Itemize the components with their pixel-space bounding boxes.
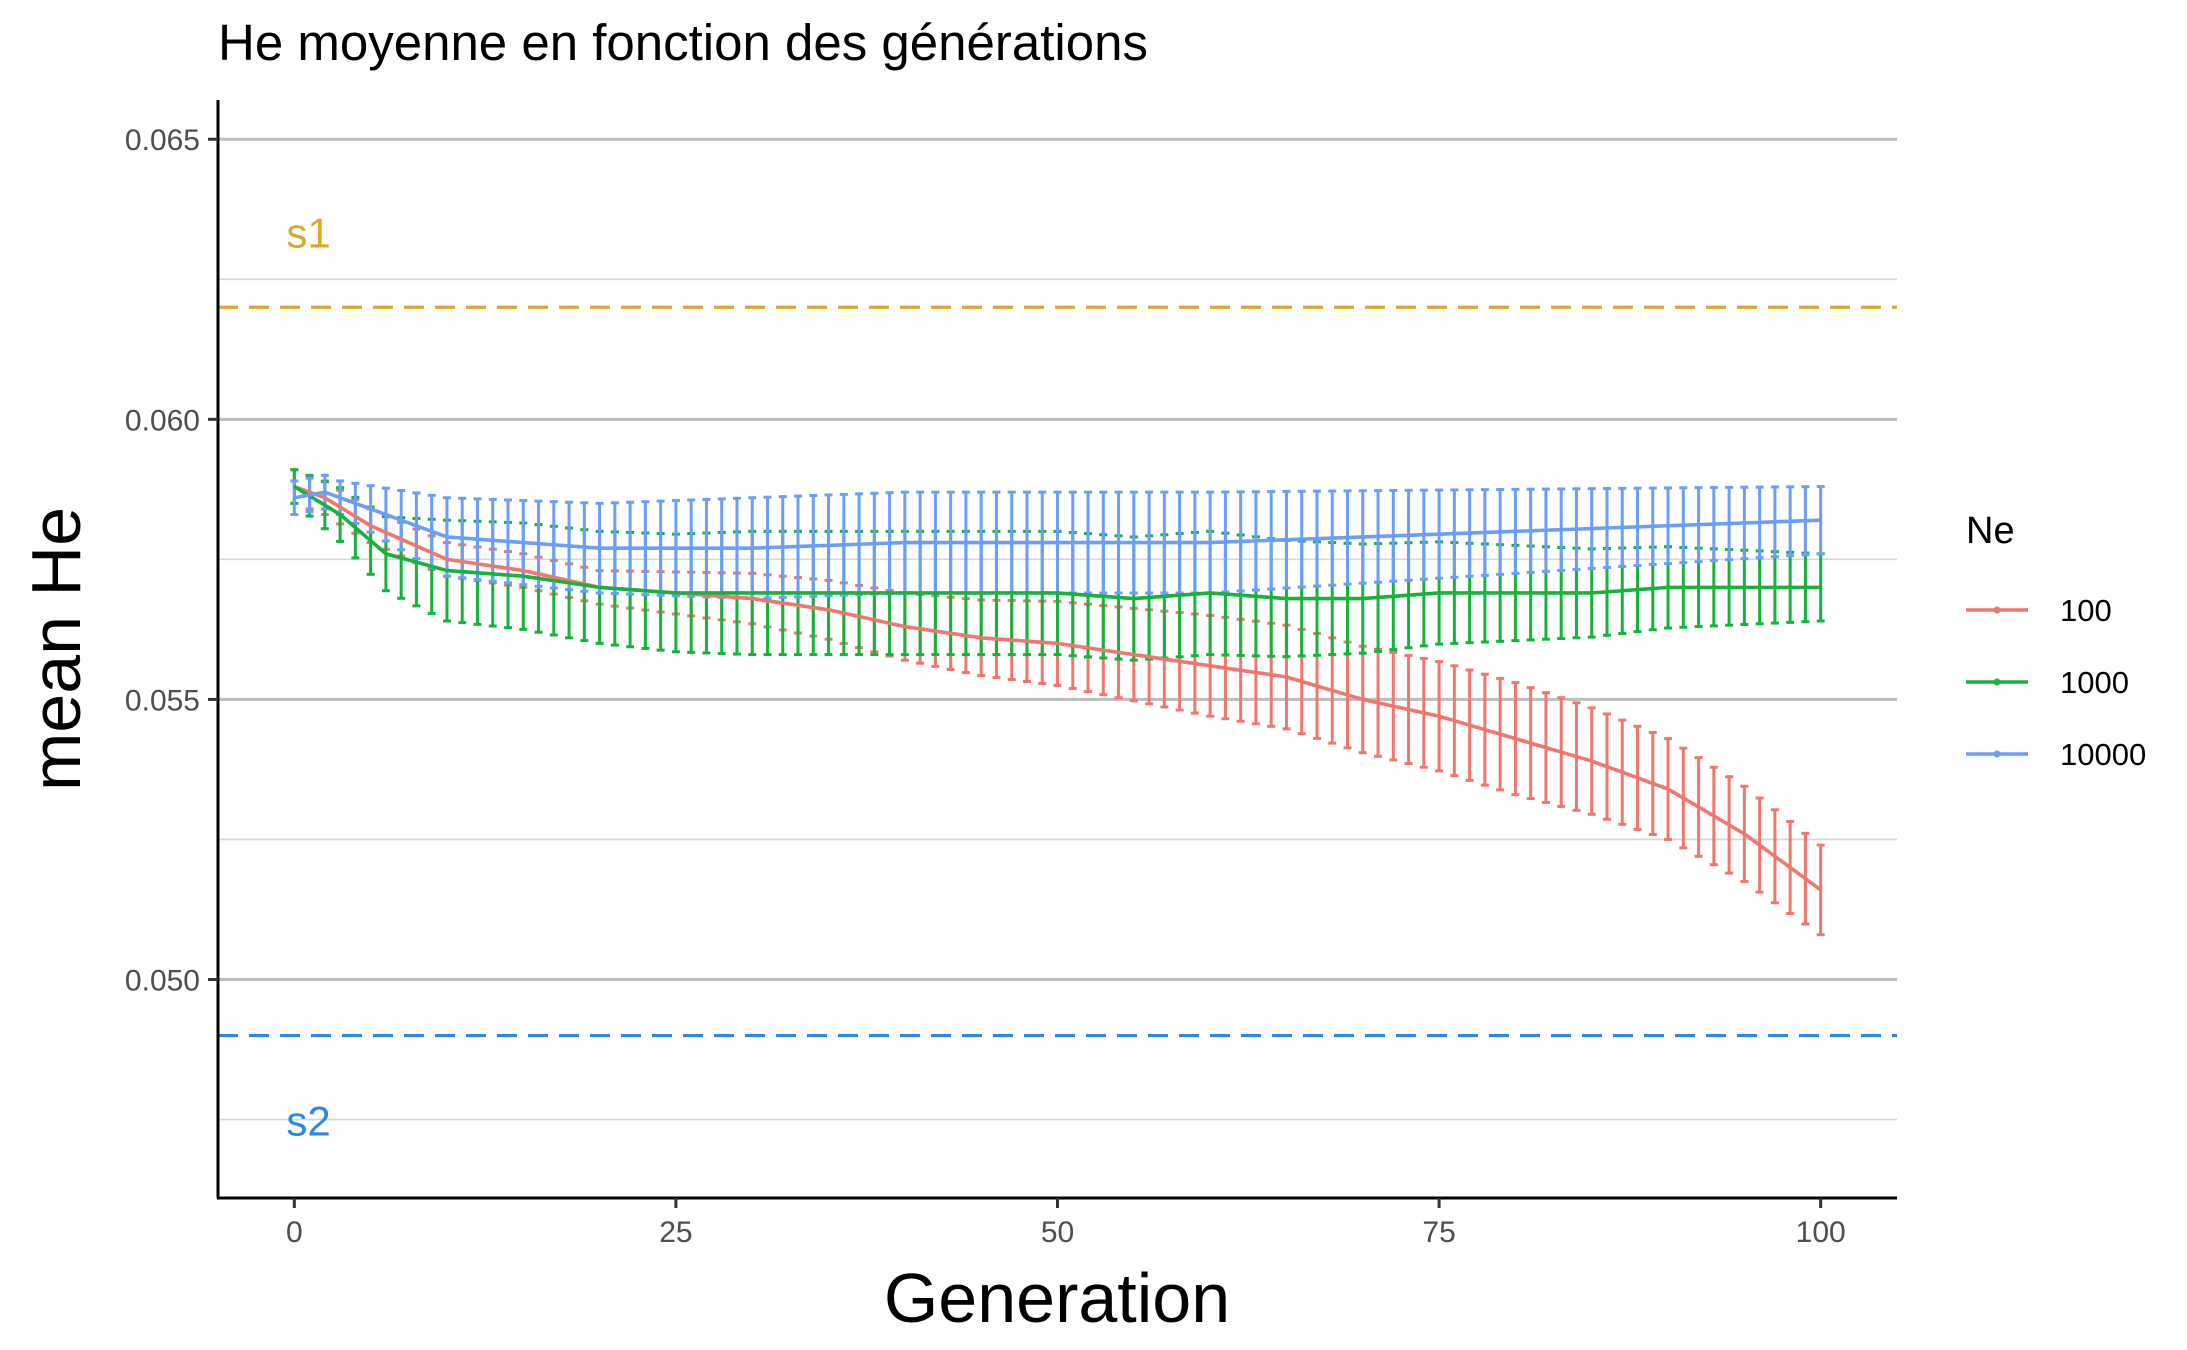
series-line-100 (293, 484, 1822, 892)
legend-swatch-point (1993, 750, 2001, 758)
annotations: s1 s2 (286, 209, 330, 1144)
legend-item-10000: 10000 (1966, 737, 2146, 772)
legend: Ne 100 1000 10000 (1966, 510, 2146, 772)
legend-label: 100 (2060, 593, 2112, 628)
y-tick-label: 0.065 (125, 124, 200, 157)
y-tick-label: 0.060 (125, 404, 200, 437)
legend-swatch-point (1993, 678, 2001, 686)
x-tick-label: 0 (286, 1216, 303, 1249)
annotation-s1: s1 (286, 209, 330, 256)
x-tick-label: 25 (659, 1216, 692, 1249)
legend-label: 1000 (2060, 665, 2129, 700)
y-axis-title: mean He (17, 507, 95, 791)
reference-lines (218, 305, 1897, 1038)
x-tick-label: 50 (1041, 1216, 1074, 1249)
annotation-s2: s2 (286, 1098, 330, 1145)
legend-title: Ne (1966, 510, 2015, 552)
error-bars (290, 468, 1825, 937)
x-ticks: 0 25 50 75 100 (286, 1198, 1846, 1249)
series-line-1000 (293, 485, 1821, 601)
y-tick-label: 0.055 (125, 684, 200, 717)
x-tick-label: 75 (1422, 1216, 1455, 1249)
y-grid-major (218, 137, 1897, 982)
y-tick-label: 0.050 (125, 965, 200, 998)
legend-swatch-point (1993, 606, 2001, 614)
x-tick-label: 100 (1796, 1216, 1846, 1249)
y-ticks: 0.050 0.055 0.060 0.065 (125, 124, 218, 998)
legend-item-1000: 1000 (1966, 665, 2129, 700)
legend-item-100: 100 (1966, 593, 2112, 628)
x-axis-title: Generation (884, 1259, 1230, 1337)
series-line-10000 (293, 490, 1821, 550)
chart-title: He moyenne en fonction des générations (218, 14, 1148, 71)
series-lines (293, 484, 1822, 892)
legend-label: 10000 (2060, 737, 2146, 772)
